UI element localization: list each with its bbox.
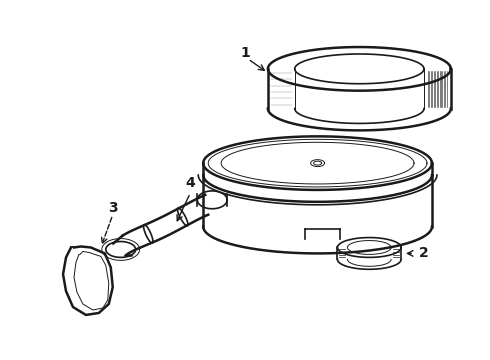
Text: 1: 1	[240, 46, 250, 60]
Text: 4: 4	[185, 176, 195, 190]
Text: 2: 2	[419, 247, 429, 260]
Text: 3: 3	[108, 201, 118, 215]
